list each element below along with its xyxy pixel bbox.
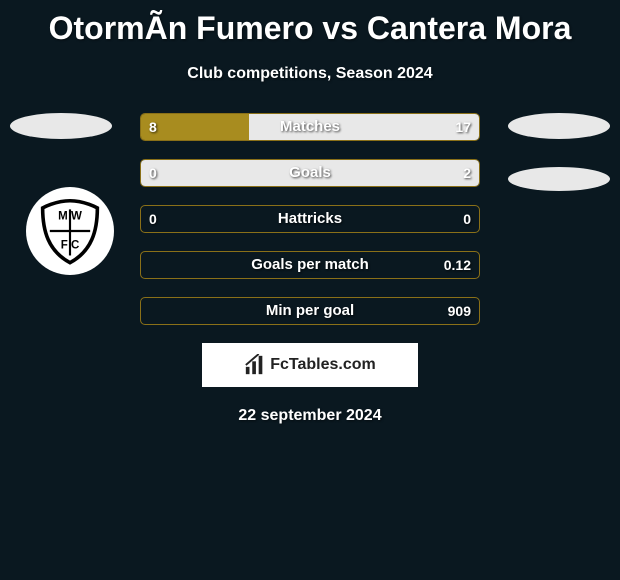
chart-icon (244, 354, 266, 376)
stat-bar: Goals per match0.12 (140, 251, 480, 279)
svg-text:M W: M W (58, 210, 82, 222)
stat-bar: Min per goal909 (140, 297, 480, 325)
bar-label: Matches (141, 114, 479, 140)
branding-box: FcTables.com (202, 343, 418, 387)
bar-label: Goals (141, 160, 479, 186)
bar-value-right: 0 (463, 206, 471, 232)
club-badge: M W F C (26, 187, 114, 275)
subtitle: Club competitions, Season 2024 (0, 65, 620, 83)
comparison-content: M W F C 8Matches170Goals20Hattricks0Goal… (0, 113, 620, 425)
bar-label: Hattricks (141, 206, 479, 232)
comparison-bars: 8Matches170Goals20Hattricks0Goals per ma… (140, 113, 480, 325)
branding-text: FcTables.com (270, 356, 376, 374)
club-badge-icon: M W F C (34, 195, 106, 267)
bar-value-right: 17 (455, 114, 471, 140)
right-player-oval-mid (508, 167, 610, 191)
bar-value-right: 0.12 (444, 252, 471, 278)
bar-label: Goals per match (141, 252, 479, 278)
bar-label: Min per goal (141, 298, 479, 324)
stat-bar: 0Hattricks0 (140, 205, 480, 233)
right-player-oval-top (508, 113, 610, 139)
svg-text:F C: F C (61, 239, 80, 251)
left-player-oval (10, 113, 112, 139)
bar-value-right: 2 (463, 160, 471, 186)
date-text: 22 september 2024 (0, 407, 620, 425)
bar-value-right: 909 (448, 298, 471, 324)
stat-bar: 0Goals2 (140, 159, 480, 187)
page-title: OtormÃn Fumero vs Cantera Mora (0, 0, 620, 47)
stat-bar: 8Matches17 (140, 113, 480, 141)
